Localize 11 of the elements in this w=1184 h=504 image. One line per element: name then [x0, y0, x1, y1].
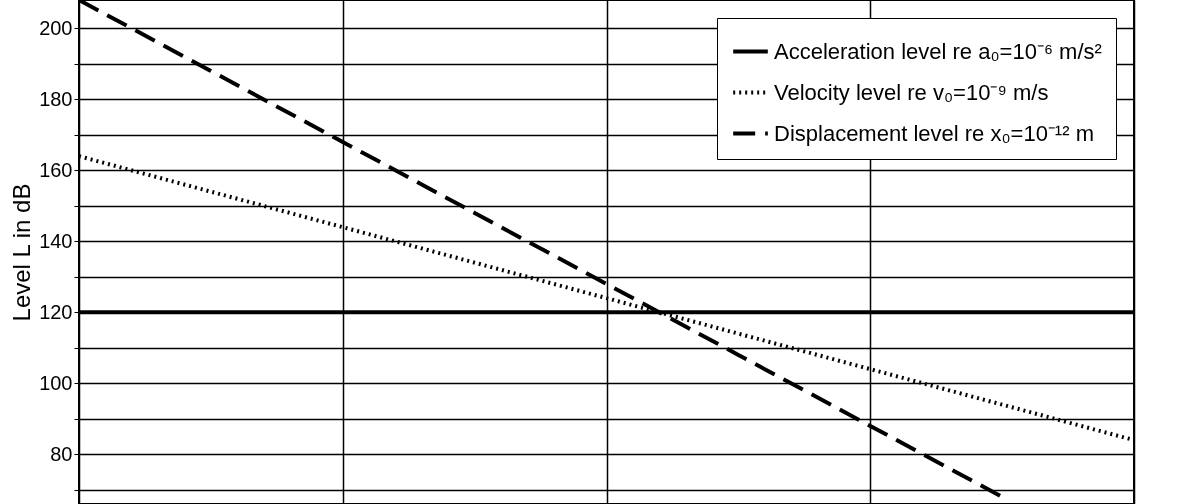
- legend-label: Displacement level re x₀=10⁻¹² m: [774, 120, 1094, 146]
- y-tick-label: 120: [39, 300, 73, 323]
- legend-label: Velocity level re v₀=10⁻⁹ m/s: [774, 79, 1049, 105]
- y-tick-label: 160: [39, 158, 73, 181]
- y-axis-title: Level L in dB: [8, 183, 36, 322]
- y-tick-label: 80: [50, 442, 73, 465]
- y-tick-label: 100: [39, 371, 73, 394]
- y-tick-label: 140: [39, 229, 73, 252]
- legend-label: Acceleration level re a₀=10⁻⁶ m/s²: [774, 38, 1102, 64]
- y-tick-label: 180: [39, 87, 73, 110]
- y-tick-label: 200: [39, 16, 73, 39]
